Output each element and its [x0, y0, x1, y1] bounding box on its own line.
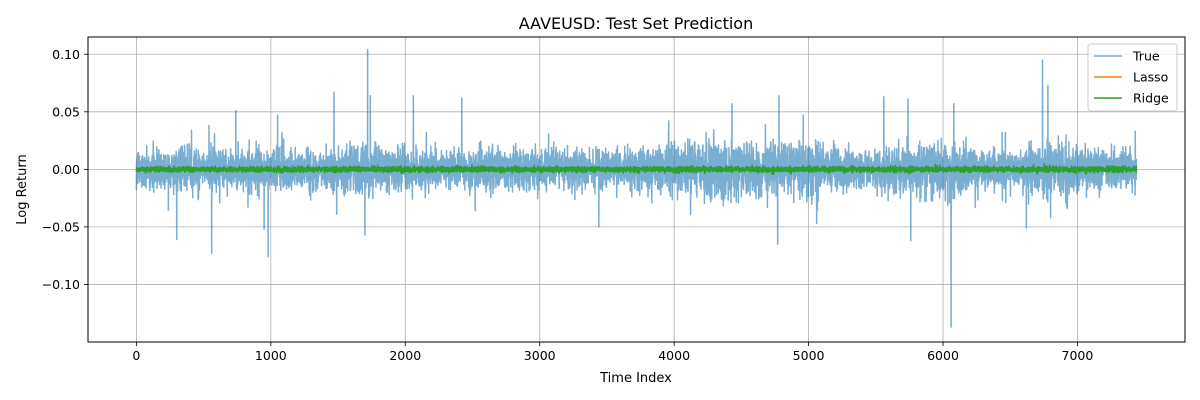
x-tick-label: 6000 — [927, 348, 959, 363]
y-tick-label: 0.00 — [52, 162, 80, 177]
y-tick-label: −0.05 — [42, 219, 80, 234]
plot-area — [87, 36, 1186, 343]
legend-label-ridge: Ridge — [1133, 91, 1169, 106]
legend: True Lasso Ridge — [1087, 43, 1178, 112]
y-tick-label: 0.10 — [52, 47, 80, 62]
y-tick-label: −0.10 — [42, 277, 80, 292]
plot-frame — [87, 36, 1186, 343]
y-axis-label: Log Return — [15, 154, 30, 225]
legend-box — [1087, 43, 1178, 112]
x-axis-label: Time Index — [599, 371, 672, 386]
series-line-ridge — [135, 163, 1138, 176]
legend-label-true: True — [1132, 49, 1160, 64]
chart-title: AAVEUSD: Test Set Prediction — [519, 14, 753, 33]
y-axis-ticks: 0.10 0.05 0.00 −0.05 −0.10 — [42, 47, 88, 292]
x-tick-label: 5000 — [793, 348, 825, 363]
x-tick-label: 2000 — [389, 348, 421, 363]
x-tick-label: 0 — [132, 348, 140, 363]
y-tick-label: 0.05 — [52, 104, 80, 119]
x-tick-label: 4000 — [658, 348, 690, 363]
x-tick-label: 1000 — [255, 348, 287, 363]
series-layer — [135, 48, 1138, 328]
x-tick-label: 7000 — [1062, 348, 1094, 363]
series-line-true — [135, 48, 1138, 328]
legend-label-lasso: Lasso — [1133, 70, 1168, 85]
x-axis-ticks: 0 1000 2000 3000 4000 5000 6000 7000 — [132, 342, 1093, 363]
x-tick-label: 3000 — [524, 348, 556, 363]
